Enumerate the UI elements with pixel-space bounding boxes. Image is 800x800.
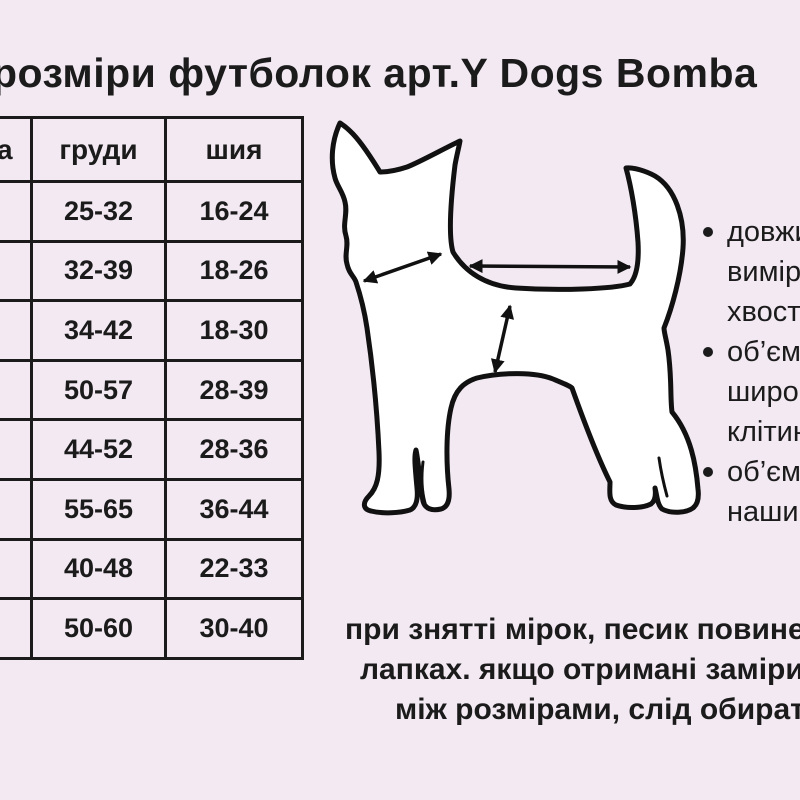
page-title: розміри футболок арт.Y Dogs Bomba	[0, 50, 758, 96]
table-cell-neck: 18-30	[167, 302, 304, 362]
table-cell-size	[0, 302, 33, 362]
bullet-dot-icon	[703, 467, 713, 477]
table-cell-size	[0, 242, 33, 303]
table-cell-chest: 55-65	[33, 480, 167, 541]
hind-paw-detail	[657, 456, 669, 498]
table-cell-neck: 22-33	[167, 540, 304, 601]
table-cell-chest: 40-48	[33, 540, 167, 601]
table-cell-neck: 30-40	[167, 600, 304, 660]
back-length-measure-arrow	[468, 259, 632, 274]
note-neck-girth: об’єм наши	[700, 452, 800, 532]
table-cell-size	[0, 361, 33, 422]
dog-outline	[329, 120, 701, 516]
table-cell-size	[0, 600, 33, 660]
chest-measure-arrow	[490, 304, 515, 374]
front-paw-detail	[420, 460, 427, 505]
bullet-dot-icon	[703, 347, 713, 357]
bullet-dot-icon	[703, 227, 713, 237]
measurement-notes-list: довжи вимір хвості об’єм широ клітин об’…	[700, 212, 800, 532]
table-cell-chest: 25-32	[33, 183, 167, 243]
table-cell-size	[0, 183, 33, 243]
table-cell-neck: 16-24	[167, 183, 304, 243]
table-header-chest: груди	[33, 119, 167, 183]
table-cell-chest: 32-39	[33, 242, 167, 303]
table-cell-size	[0, 480, 33, 541]
footer-note-line: лапках. якщо отримані заміри пе	[360, 653, 800, 686]
table-cell-chest: 44-52	[33, 421, 167, 481]
table-cell-neck: 28-39	[167, 361, 304, 422]
table-cell-size	[0, 421, 33, 481]
table-cell-neck: 36-44	[167, 480, 304, 541]
footer-note-line: між розмірами, слід обирати б	[395, 693, 800, 726]
dog-illustration	[329, 120, 701, 516]
table-cell-chest: 50-57	[33, 361, 167, 422]
note-back-length: довжи вимір хвості	[700, 212, 800, 332]
footer-note-line: при знятті мірок, песик повинен с	[345, 613, 800, 646]
neck-measure-arrow	[362, 251, 443, 284]
table-cell-chest: 34-42	[33, 302, 167, 362]
note-chest-girth: об’єм широ клітин	[700, 332, 800, 452]
table-cell-chest: 50-60	[33, 600, 167, 660]
table-cell-neck: 18-26	[167, 242, 304, 303]
size-table: а груди шия 25-32 16-24 32-39 18-26 34-4…	[0, 116, 304, 660]
table-cell-neck: 28-36	[167, 421, 304, 481]
table-cell-size	[0, 540, 33, 601]
table-header-cut-column: а	[0, 119, 33, 183]
table-header-neck: шия	[167, 119, 304, 183]
